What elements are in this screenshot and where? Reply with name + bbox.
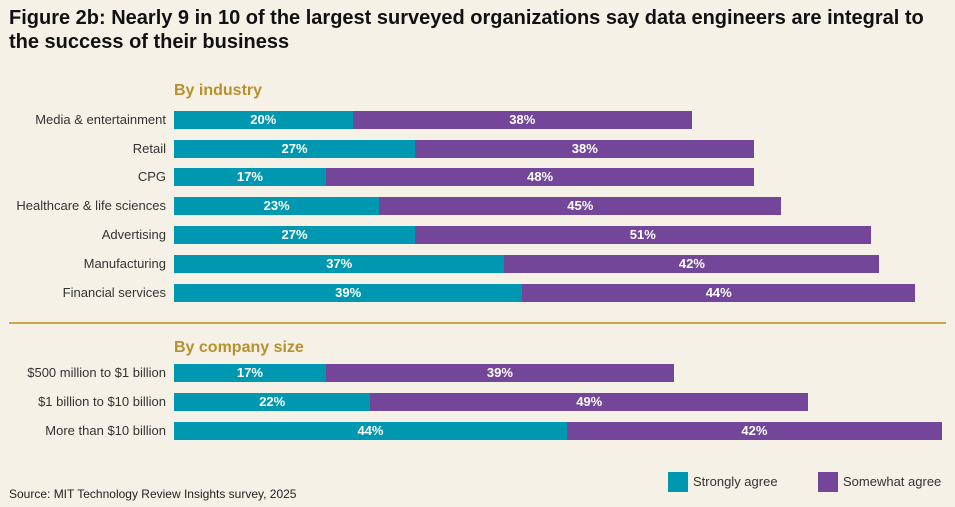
data-label: 49% <box>576 394 603 409</box>
data-label: 51% <box>629 227 656 242</box>
bar-somewhat-agree: 45% <box>379 197 782 215</box>
legend-swatch-somewhat-agree <box>818 472 838 492</box>
data-label: 45% <box>567 198 594 213</box>
data-label: 42% <box>678 256 705 271</box>
data-label: 39% <box>335 285 362 300</box>
data-label: 38% <box>571 141 598 156</box>
category-label: Media & entertainment <box>35 112 166 127</box>
data-label: 17% <box>236 169 263 184</box>
category-label: $500 million to $1 billion <box>27 365 166 380</box>
legend-swatch-strongly-agree <box>668 472 688 492</box>
bar-strongly-agree: 39% <box>174 284 523 302</box>
bar-somewhat-agree: 38% <box>352 111 692 129</box>
bar-somewhat-agree: 51% <box>415 226 871 244</box>
bar-strongly-agree: 27% <box>174 226 416 244</box>
bar-somewhat-agree: 42% <box>504 255 880 273</box>
data-label: 22% <box>259 394 286 409</box>
bar-somewhat-agree: 39% <box>325 364 675 382</box>
data-label: 20% <box>250 112 277 127</box>
bar-somewhat-agree: 42% <box>566 422 942 440</box>
bar-strongly-agree: 37% <box>174 255 505 273</box>
bar-strongly-agree: 44% <box>174 422 567 440</box>
bar-strongly-agree: 23% <box>174 197 380 215</box>
source-note: Source: MIT Technology Review Insights s… <box>9 487 297 501</box>
chart-title: Figure 2b: Nearly 9 in 10 of the largest… <box>9 7 924 53</box>
category-label: $1 billion to $10 billion <box>38 394 166 409</box>
bar-somewhat-agree: 49% <box>370 393 809 411</box>
category-label: Manufacturing <box>83 256 166 271</box>
section-divider <box>9 322 946 324</box>
data-label: 44% <box>357 423 384 438</box>
bar-somewhat-agree: 44% <box>522 284 916 302</box>
bar-somewhat-agree: 48% <box>325 168 755 186</box>
bar-strongly-agree: 22% <box>174 393 371 411</box>
data-label: 44% <box>705 285 732 300</box>
data-label: 38% <box>509 112 536 127</box>
legend-label-somewhat-agree: Somewhat agree <box>843 474 942 489</box>
legend-label-strongly-agree: Strongly agree <box>693 474 778 489</box>
category-label: More than $10 billion <box>45 423 166 438</box>
category-label: Retail <box>132 141 166 156</box>
data-label: 37% <box>326 256 353 271</box>
bar-strongly-agree: 17% <box>174 168 326 186</box>
data-label: 42% <box>741 423 768 438</box>
category-label: Advertising <box>101 227 166 242</box>
category-label: Financial services <box>62 285 166 300</box>
data-label: 27% <box>281 227 308 242</box>
category-label: Healthcare & life sciences <box>16 198 166 213</box>
section-title: By industry <box>174 82 263 99</box>
data-label: 17% <box>236 365 263 380</box>
data-label: 23% <box>263 198 290 213</box>
bar-strongly-agree: 17% <box>174 364 326 382</box>
category-label: CPG <box>137 169 166 184</box>
bar-somewhat-agree: 38% <box>415 140 755 158</box>
section-title: By company size <box>174 339 304 356</box>
data-label: 39% <box>486 365 513 380</box>
bar-strongly-agree: 27% <box>174 140 416 158</box>
bar-strongly-agree: 20% <box>174 111 353 129</box>
data-label: 27% <box>281 141 308 156</box>
data-label: 48% <box>527 169 554 184</box>
